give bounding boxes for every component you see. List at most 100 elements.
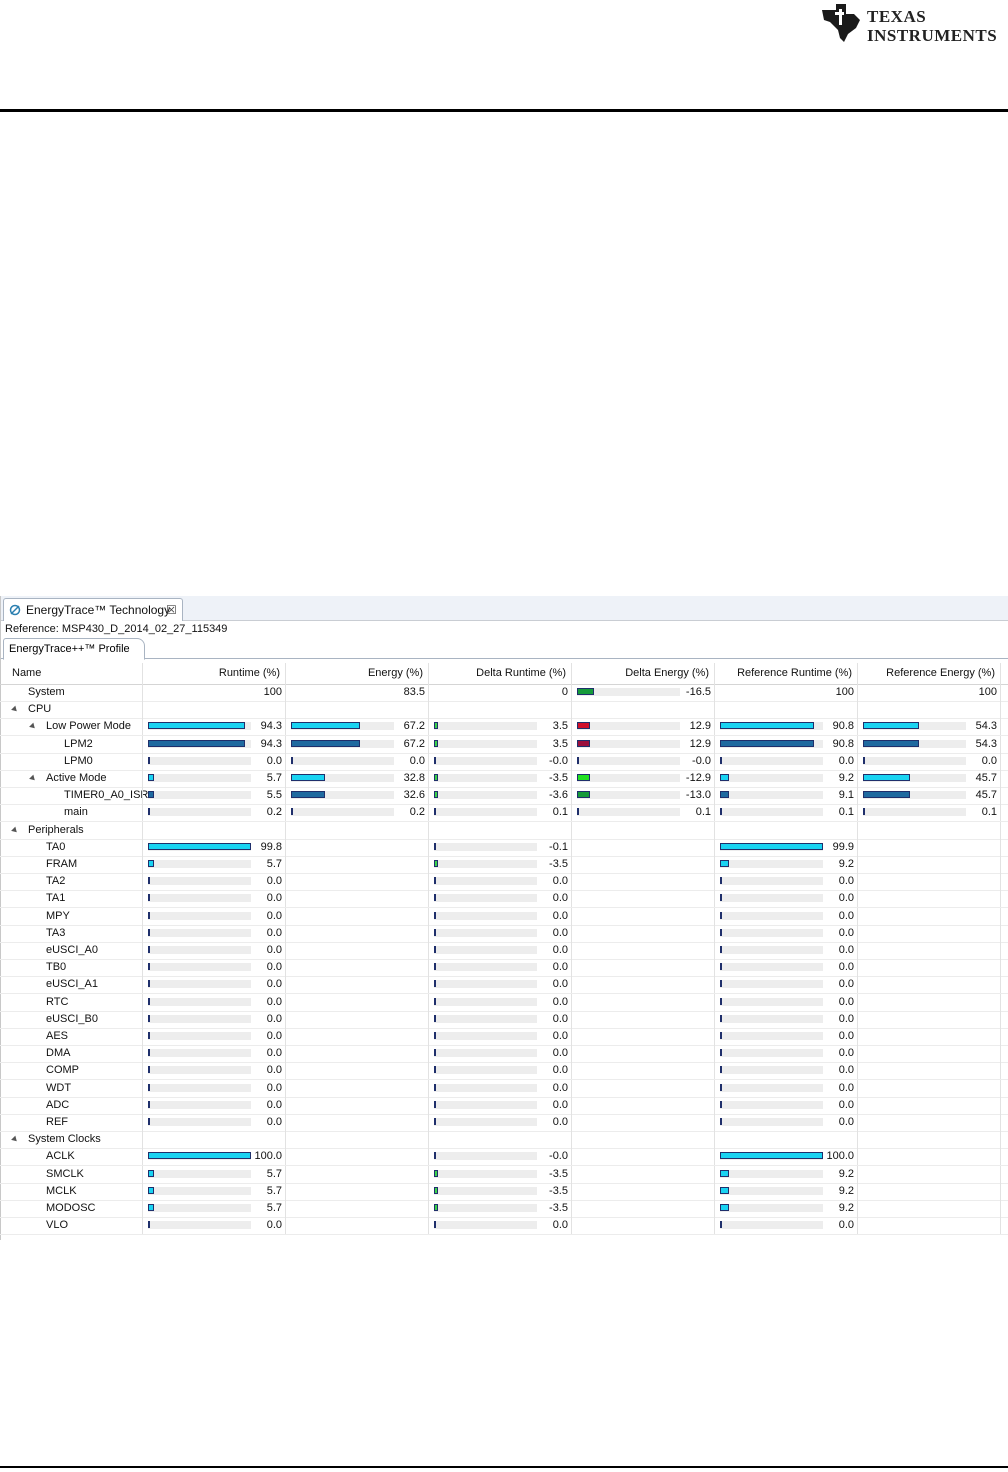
table-row[interactable]: MCLK 5.7 -3.5 9.2 [0,1182,1008,1201]
value-bar-track [148,808,251,817]
value-bar-track [720,1014,823,1023]
table-row[interactable]: AES 0.0 0.0 0.0 [0,1028,1008,1046]
column-divider [285,701,286,719]
value-bar [434,1186,438,1194]
row-name: eUSCI_A0 [46,944,98,956]
expand-toggle-icon[interactable] [11,826,19,834]
expand-toggle-icon[interactable] [11,705,19,714]
value-bar-track [291,722,394,731]
column-divider [285,1045,286,1063]
column-divider [857,993,858,1011]
table-row[interactable]: DMA 0.0 0.0 0.0 [0,1045,1008,1064]
column-divider [714,873,715,891]
column-divider [428,1148,429,1166]
column-divider [571,787,572,805]
header-col-delta-runtime[interactable]: Delta Runtime (%) [476,667,566,679]
table-row[interactable]: TIMER0_A0_ISR 5.5 32.6 -3.6 -13.0 9.1 45.7 [0,787,1008,806]
column-divider[interactable] [285,663,286,684]
header-col-reference-runtime[interactable]: Reference Runtime (%) [737,667,852,679]
value-bar-track [434,1204,537,1212]
table-row[interactable]: FRAM 5.7 -3.5 9.2 [0,856,1008,874]
table-row[interactable]: eUSCI_A0 0.0 0.0 0.0 [0,942,1008,960]
value-bar [720,756,722,764]
value-bar [720,1221,722,1229]
column-divider[interactable] [142,663,143,684]
cell-value-col-delta-runtime: 0.0 [552,1012,568,1025]
expand-toggle-icon[interactable] [29,774,37,783]
column-divider [714,1148,715,1166]
column-divider[interactable] [428,663,429,684]
table-row[interactable]: TA3 0.0 0.0 0.0 [0,924,1008,943]
close-icon[interactable]: ☒ [166,603,177,617]
table-row[interactable]: SMCLK 5.7 -3.5 9.2 [0,1165,1008,1184]
table-row[interactable]: TA1 0.0 0.0 0.0 [0,890,1008,909]
column-divider [571,718,572,736]
table-row[interactable]: TA2 0.0 0.0 0.0 [0,873,1008,892]
value-bar [720,997,722,1005]
cell-value-col-energy: 83.5 [403,686,425,698]
expand-toggle-icon[interactable] [11,1135,19,1144]
table-row[interactable]: TA0 99.8 -0.1 99.9 [0,838,1008,857]
value-bar [291,756,293,764]
table-row[interactable]: eUSCI_B0 0.0 0.0 0.0 [0,1010,1008,1029]
tab-energytrace-profile[interactable]: EnergyTrace++™ Profile [3,638,145,660]
table-row[interactable]: MPY 0.0 0.0 0.0 [0,907,1008,926]
column-divider[interactable] [1000,663,1001,684]
column-divider [142,1062,143,1080]
cell-value-col-delta-energy: -16.5 [685,686,711,698]
cell-value-col-reference-runtime: 9.2 [838,1202,854,1214]
tab-energytrace[interactable]: EnergyTrace™ Technology ☒ [3,598,183,621]
table-row[interactable]: MODOSC 5.7 -3.5 9.2 [0,1200,1008,1218]
table-row[interactable]: TB0 0.0 0.0 0.0 [0,959,1008,978]
column-divider[interactable] [857,663,858,684]
table-row[interactable]: WDT 0.0 0.0 0.0 [0,1079,1008,1098]
value-bar-track [148,791,251,800]
header-col-reference-energy[interactable]: Reference Energy (%) [886,667,995,679]
table-row[interactable]: RTC 0.0 0.0 0.0 [0,993,1008,1012]
cell-value-col-reference-runtime: 0.0 [838,978,854,991]
table-row[interactable]: System Clocks [0,1131,1008,1150]
column-divider [571,1200,572,1217]
cell-value-col-runtime: 0.0 [266,1098,282,1111]
cell-value-col-delta-runtime: -3.5 [549,772,568,784]
column-divider[interactable] [571,663,572,684]
header-col-runtime[interactable]: Runtime (%) [218,667,280,679]
table-row[interactable]: VLO 0.0 0.0 0.0 [0,1217,1008,1236]
table-row[interactable]: main 0.2 0.2 0.1 0.1 0.1 0.1 [0,804,1008,823]
table-row[interactable]: Peripherals [0,821,1008,840]
value-bar-track [577,756,680,765]
table-row[interactable]: eUSCI_A1 0.0 0.0 0.0 [0,976,1008,995]
table-row[interactable]: ACLK 100.0 -0.0 100.0 [0,1148,1008,1167]
table-row[interactable]: System 100 83.5 0 -16.5 100 100 [0,684,1008,702]
column-divider [285,856,286,873]
table-row[interactable]: Low Power Mode 94.3 67.2 3.5 12.9 90.8 54.3 [0,718,1008,737]
value-bar [720,791,729,799]
header-col-name[interactable]: Name [12,667,42,679]
cell-value-col-delta-runtime: -0.0 [549,754,568,767]
column-divider [714,770,715,787]
header-col-delta-energy[interactable]: Delta Energy (%) [625,667,709,679]
column-divider [285,1010,286,1028]
cell-value-col-runtime: 0.0 [266,944,282,956]
value-bar [720,946,722,953]
table-row[interactable]: ADC 0.0 0.0 0.0 [0,1096,1008,1115]
value-bar-track [720,980,823,989]
expand-toggle-icon[interactable] [29,723,37,731]
column-divider[interactable] [714,663,715,684]
cell-value-col-reference-runtime: 0.0 [838,909,854,922]
value-bar-track [148,894,251,903]
table-row[interactable]: REF 0.0 0.0 0.0 [0,1114,1008,1132]
value-bar [291,774,325,781]
row-name: eUSCI_A1 [46,978,98,991]
column-divider [285,684,286,701]
cell-value-col-delta-runtime: -3.5 [549,1202,568,1214]
value-bar-track [434,980,537,989]
table-row[interactable]: LPM2 94.3 67.2 3.5 12.9 90.8 54.3 [0,735,1008,754]
table-row[interactable]: Active Mode 5.7 32.8 -3.5 -12.9 9.2 45.7 [0,770,1008,788]
table-row[interactable]: COMP 0.0 0.0 0.0 [0,1062,1008,1081]
table-row[interactable]: CPU [0,701,1008,720]
column-divider [1000,1045,1001,1063]
header-col-energy[interactable]: Energy (%) [367,667,423,679]
table-row[interactable]: LPM0 0.0 0.0 -0.0 -0.0 0.0 0.0 [0,752,1008,771]
table-header: Name Runtime (%) Energy (%) Delta Runtime (… [0,663,1008,685]
